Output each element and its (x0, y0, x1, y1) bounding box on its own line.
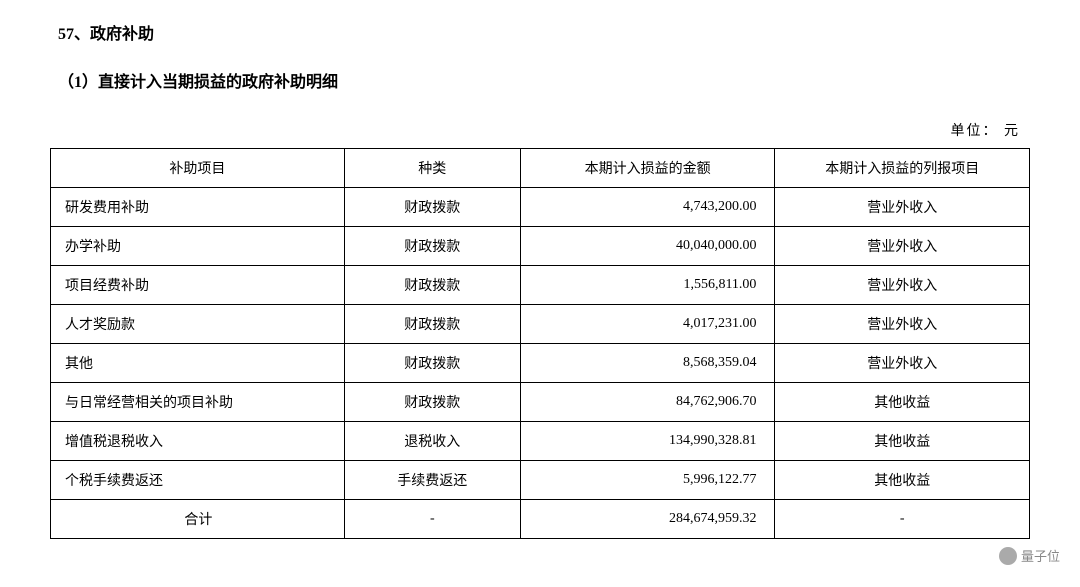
header-amount: 本期计入损益的金额 (520, 149, 775, 188)
header-row: 补助项目 种类 本期计入损益的金额 本期计入损益的列报项目 (51, 149, 1030, 188)
cell-item: 研发费用补助 (51, 188, 345, 227)
cell-report: 营业外收入 (775, 344, 1030, 383)
cell-item: 项目经费补助 (51, 266, 345, 305)
cell-item: 办学补助 (51, 227, 345, 266)
cell-type: 财政拨款 (344, 344, 520, 383)
table-row: 增值税退税收入 退税收入 134,990,328.81 其他收益 (51, 422, 1030, 461)
watermark-text: 量子位 (1021, 546, 1060, 565)
total-amount: 284,674,959.32 (520, 500, 775, 539)
cell-amount: 40,040,000.00 (520, 227, 775, 266)
cell-type: 手续费返还 (344, 461, 520, 500)
cell-amount: 5,996,122.77 (520, 461, 775, 500)
cell-type: 退税收入 (344, 422, 520, 461)
cell-amount: 84,762,906.70 (520, 383, 775, 422)
cell-report: 其他收益 (775, 422, 1030, 461)
cell-report: 营业外收入 (775, 188, 1030, 227)
header-item: 补助项目 (51, 149, 345, 188)
cell-item: 人才奖励款 (51, 305, 345, 344)
cell-report: 其他收益 (775, 461, 1030, 500)
cell-report: 营业外收入 (775, 227, 1030, 266)
cell-item: 增值税退税收入 (51, 422, 345, 461)
cell-report: 营业外收入 (775, 266, 1030, 305)
cell-type: 财政拨款 (344, 188, 520, 227)
table-row: 项目经费补助 财政拨款 1,556,811.00 营业外收入 (51, 266, 1030, 305)
cell-amount: 8,568,359.04 (520, 344, 775, 383)
cell-type: 财政拨款 (344, 305, 520, 344)
section-heading-1: 57、政府补助 (58, 20, 1030, 44)
total-item: 合计 (51, 500, 345, 539)
cell-type: 财政拨款 (344, 383, 520, 422)
cell-type: 财政拨款 (344, 266, 520, 305)
header-type: 种类 (344, 149, 520, 188)
table-row: 办学补助 财政拨款 40,040,000.00 营业外收入 (51, 227, 1030, 266)
watermark: 量子位 (999, 546, 1060, 565)
table-row: 其他 财政拨款 8,568,359.04 营业外收入 (51, 344, 1030, 383)
total-row: 合计 - 284,674,959.32 - (51, 500, 1030, 539)
subsidy-table: 补助项目 种类 本期计入损益的金额 本期计入损益的列报项目 研发费用补助 财政拨… (50, 148, 1030, 539)
wechat-icon (999, 547, 1017, 565)
header-report: 本期计入损益的列报项目 (775, 149, 1030, 188)
table-body: 研发费用补助 财政拨款 4,743,200.00 营业外收入 办学补助 财政拨款… (51, 188, 1030, 539)
unit-label: 单位： 元 (50, 120, 1030, 140)
table-row: 个税手续费返还 手续费返还 5,996,122.77 其他收益 (51, 461, 1030, 500)
cell-item: 个税手续费返还 (51, 461, 345, 500)
cell-type: 财政拨款 (344, 227, 520, 266)
total-report: - (775, 500, 1030, 539)
cell-report: 其他收益 (775, 383, 1030, 422)
table-row: 人才奖励款 财政拨款 4,017,231.00 营业外收入 (51, 305, 1030, 344)
cell-item: 其他 (51, 344, 345, 383)
cell-amount: 4,743,200.00 (520, 188, 775, 227)
total-type: - (344, 500, 520, 539)
cell-amount: 4,017,231.00 (520, 305, 775, 344)
section-heading-2: （1）直接计入当期损益的政府补助明细 (58, 68, 1030, 92)
cell-amount: 1,556,811.00 (520, 266, 775, 305)
table-row: 与日常经营相关的项目补助 财政拨款 84,762,906.70 其他收益 (51, 383, 1030, 422)
cell-amount: 134,990,328.81 (520, 422, 775, 461)
cell-report: 营业外收入 (775, 305, 1030, 344)
cell-item: 与日常经营相关的项目补助 (51, 383, 345, 422)
table-row: 研发费用补助 财政拨款 4,743,200.00 营业外收入 (51, 188, 1030, 227)
